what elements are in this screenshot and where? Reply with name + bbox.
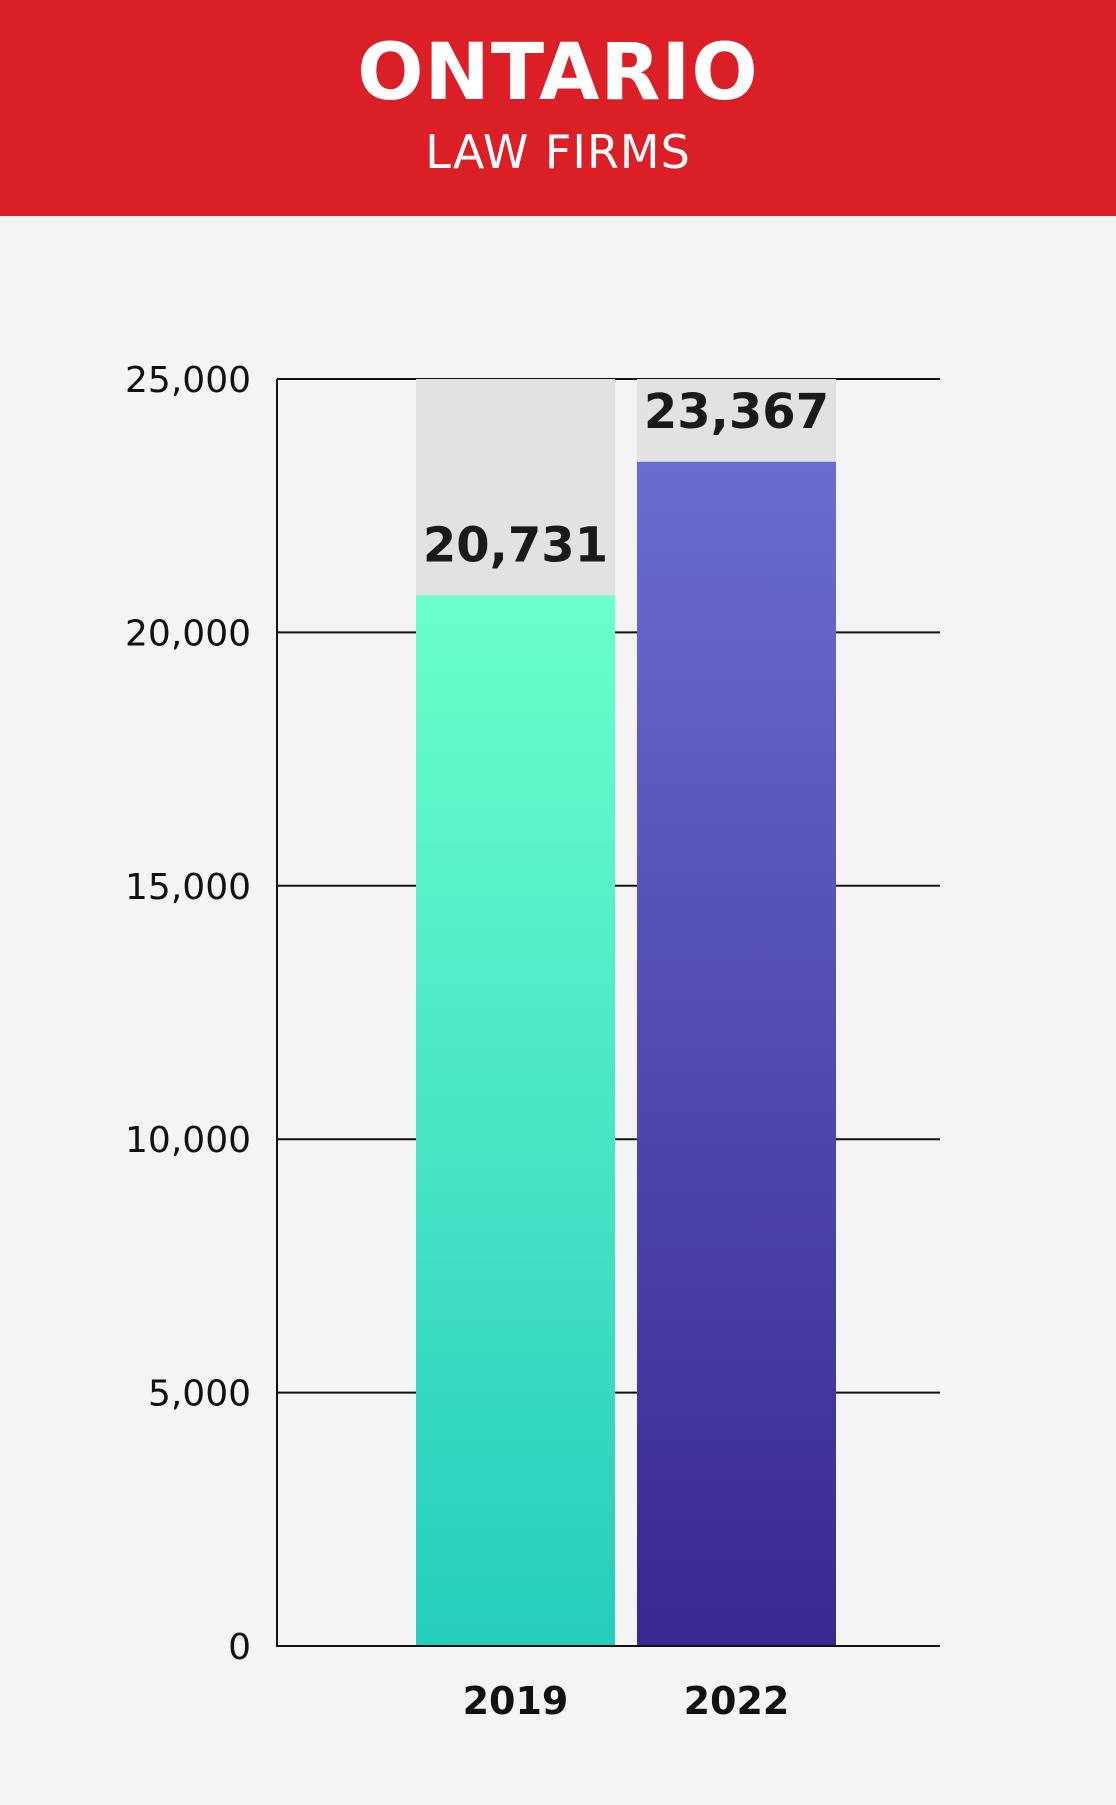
bar-value-label: 23,367 xyxy=(644,384,829,440)
y-tick-label: 10,000 xyxy=(125,1120,251,1161)
x-category-label: 2022 xyxy=(684,1679,790,1723)
x-category-label: 2019 xyxy=(463,1679,569,1723)
labels: 0 5,000 10,000 15,000 20,000 25,000 20,731 2019… xyxy=(125,360,829,1723)
y-tick-label: 25,000 xyxy=(125,360,251,401)
axes xyxy=(276,379,940,1647)
y-tick-label: 15,000 xyxy=(125,867,251,908)
bar xyxy=(637,461,836,1646)
chart-subtitle: LAW FIRMS xyxy=(425,125,691,179)
y-tick-label: 5,000 xyxy=(148,1374,251,1415)
bar xyxy=(416,595,615,1646)
bars xyxy=(416,379,836,1646)
y-tick-label: 20,000 xyxy=(125,613,251,654)
bar-value-label: 20,731 xyxy=(423,517,608,573)
y-tick-label: 0 xyxy=(228,1627,251,1668)
chart-title: ONTARIO xyxy=(357,28,759,118)
chart-header: ONTARIO LAW FIRMS xyxy=(0,0,1116,216)
